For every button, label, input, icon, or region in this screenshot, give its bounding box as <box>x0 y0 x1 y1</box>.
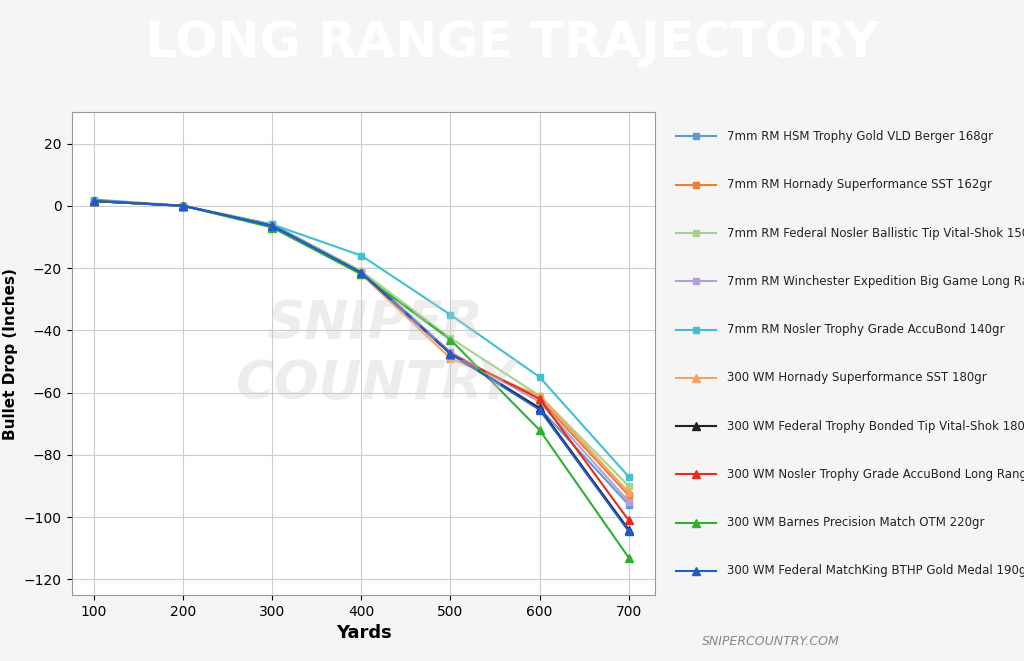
7mm RM Winchester Expedition Big Game Long Range 168gr <box>355 269 368 277</box>
300 WM Hornady Superformance SST 180gr <box>177 202 189 210</box>
300 WM Barnes Precision Match OTM 220gr <box>355 270 368 278</box>
7mm RM Winchester Expedition Big Game Long Range 168gr <box>266 222 279 230</box>
300 WM Hornady Superformance SST 180gr <box>88 197 100 205</box>
7mm RM Federal Nosler Ballistic Tip Vital-Shok 150gr <box>534 392 546 400</box>
300 WM Nosler Trophy Grade AccuBond Long Range 190gr <box>534 395 546 403</box>
7mm RM Nosler Trophy Grade AccuBond 140gr <box>355 252 368 260</box>
Line: 7mm RM Federal Nosler Ballistic Tip Vital-Shok 150gr: 7mm RM Federal Nosler Ballistic Tip Vita… <box>90 198 632 489</box>
7mm RM Federal Nosler Ballistic Tip Vital-Shok 150gr <box>623 482 635 490</box>
7mm RM Nosler Trophy Grade AccuBond 140gr <box>444 311 457 319</box>
300 WM Federal Trophy Bonded Tip Vital-Shok 180gr <box>177 202 189 210</box>
Line: 7mm RM Winchester Expedition Big Game Long Range 168gr: 7mm RM Winchester Expedition Big Game Lo… <box>90 198 632 505</box>
300 WM Federal MatchKing BTHP Gold Medal 190gr <box>177 202 189 210</box>
Text: 7mm RM Winchester Expedition Big Game Long Range 168gr: 7mm RM Winchester Expedition Big Game Lo… <box>726 275 1024 288</box>
7mm RM Federal Nosler Ballistic Tip Vital-Shok 150gr <box>266 222 279 230</box>
300 WM Federal MatchKing BTHP Gold Medal 190gr <box>355 269 368 277</box>
7mm RM Hornady Superformance SST 162gr <box>88 197 100 205</box>
7mm RM Nosler Trophy Grade AccuBond 140gr <box>534 373 546 381</box>
7mm RM Nosler Trophy Grade AccuBond 140gr <box>266 221 279 229</box>
Text: 7mm RM HSM Trophy Gold VLD Berger 168gr: 7mm RM HSM Trophy Gold VLD Berger 168gr <box>726 130 992 143</box>
300 WM Federal Trophy Bonded Tip Vital-Shok 180gr <box>534 404 546 412</box>
Text: SNIPERCOUNTRY.COM: SNIPERCOUNTRY.COM <box>701 635 840 648</box>
7mm RM HSM Trophy Gold VLD Berger 168gr <box>88 196 100 204</box>
7mm RM Nosler Trophy Grade AccuBond 140gr <box>88 197 100 205</box>
7mm RM Hornady Superformance SST 162gr <box>623 491 635 499</box>
300 WM Federal Trophy Bonded Tip Vital-Shok 180gr <box>444 350 457 358</box>
Line: 300 WM Hornady Superformance SST 180gr: 300 WM Hornady Superformance SST 180gr <box>90 197 633 496</box>
7mm RM HSM Trophy Gold VLD Berger 168gr <box>444 348 457 356</box>
Line: 7mm RM Nosler Trophy Grade AccuBond 140gr: 7mm RM Nosler Trophy Grade AccuBond 140g… <box>90 198 632 480</box>
300 WM Barnes Precision Match OTM 220gr <box>623 553 635 561</box>
300 WM Federal MatchKing BTHP Gold Medal 190gr <box>623 527 635 535</box>
7mm RM Hornady Superformance SST 162gr <box>534 395 546 403</box>
7mm RM Winchester Expedition Big Game Long Range 168gr <box>534 398 546 406</box>
7mm RM Hornady Superformance SST 162gr <box>355 269 368 277</box>
7mm RM Nosler Trophy Grade AccuBond 140gr <box>177 202 189 210</box>
7mm RM HSM Trophy Gold VLD Berger 168gr <box>534 404 546 412</box>
7mm RM Federal Nosler Ballistic Tip Vital-Shok 150gr <box>88 197 100 205</box>
300 WM Hornady Superformance SST 180gr <box>355 270 368 278</box>
7mm RM Winchester Expedition Big Game Long Range 168gr <box>623 498 635 506</box>
7mm RM HSM Trophy Gold VLD Berger 168gr <box>355 267 368 275</box>
Text: 300 WM Barnes Precision Match OTM 220gr: 300 WM Barnes Precision Match OTM 220gr <box>726 516 984 529</box>
7mm RM Hornady Superformance SST 162gr <box>444 350 457 358</box>
X-axis label: Yards: Yards <box>336 624 391 642</box>
300 WM Nosler Trophy Grade AccuBond Long Range 190gr <box>623 516 635 524</box>
300 WM Federal MatchKing BTHP Gold Medal 190gr <box>444 350 457 358</box>
300 WM Nosler Trophy Grade AccuBond Long Range 190gr <box>444 350 457 358</box>
300 WM Hornady Superformance SST 180gr <box>534 392 546 400</box>
Text: 300 WM Federal Trophy Bonded Tip Vital-Shok 180gr: 300 WM Federal Trophy Bonded Tip Vital-S… <box>726 420 1024 432</box>
7mm RM Winchester Expedition Big Game Long Range 168gr <box>88 197 100 205</box>
Text: 7mm RM Nosler Trophy Grade AccuBond 140gr: 7mm RM Nosler Trophy Grade AccuBond 140g… <box>726 323 1004 336</box>
Text: 7mm RM Hornady Superformance SST 162gr: 7mm RM Hornady Superformance SST 162gr <box>726 178 991 191</box>
7mm RM Winchester Expedition Big Game Long Range 168gr <box>177 202 189 210</box>
300 WM Nosler Trophy Grade AccuBond Long Range 190gr <box>88 197 100 205</box>
7mm RM HSM Trophy Gold VLD Berger 168gr <box>266 221 279 229</box>
Text: 300 WM Hornady Superformance SST 180gr: 300 WM Hornady Superformance SST 180gr <box>726 371 986 384</box>
300 WM Federal MatchKing BTHP Gold Medal 190gr <box>534 406 546 414</box>
7mm RM HSM Trophy Gold VLD Berger 168gr <box>177 202 189 210</box>
300 WM Barnes Precision Match OTM 220gr <box>88 197 100 205</box>
Line: 300 WM Barnes Precision Match OTM 220gr: 300 WM Barnes Precision Match OTM 220gr <box>90 197 633 562</box>
300 WM Federal Trophy Bonded Tip Vital-Shok 180gr <box>266 222 279 230</box>
7mm RM Federal Nosler Ballistic Tip Vital-Shok 150gr <box>177 202 189 210</box>
300 WM Hornady Superformance SST 180gr <box>444 354 457 362</box>
7mm RM HSM Trophy Gold VLD Berger 168gr <box>623 500 635 508</box>
Text: SNIPER
COUNTRY: SNIPER COUNTRY <box>234 297 515 410</box>
7mm RM Hornady Superformance SST 162gr <box>266 222 279 230</box>
300 WM Federal Trophy Bonded Tip Vital-Shok 180gr <box>355 269 368 277</box>
300 WM Federal Trophy Bonded Tip Vital-Shok 180gr <box>88 197 100 205</box>
300 WM Nosler Trophy Grade AccuBond Long Range 190gr <box>266 222 279 230</box>
Y-axis label: Bullet Drop (Inches): Bullet Drop (Inches) <box>3 268 18 440</box>
Line: 300 WM Federal Trophy Bonded Tip Vital-Shok 180gr: 300 WM Federal Trophy Bonded Tip Vital-S… <box>90 197 633 533</box>
7mm RM Hornady Superformance SST 162gr <box>177 202 189 210</box>
300 WM Federal Trophy Bonded Tip Vital-Shok 180gr <box>623 525 635 533</box>
Text: LONG RANGE TRAJECTORY: LONG RANGE TRAJECTORY <box>145 19 879 67</box>
Text: 300 WM Federal MatchKing BTHP Gold Medal 190gr: 300 WM Federal MatchKing BTHP Gold Medal… <box>726 564 1024 577</box>
300 WM Hornady Superformance SST 180gr <box>623 488 635 496</box>
7mm RM Winchester Expedition Big Game Long Range 168gr <box>444 348 457 356</box>
7mm RM Nosler Trophy Grade AccuBond 140gr <box>623 473 635 481</box>
Line: 7mm RM HSM Trophy Gold VLD Berger 168gr: 7mm RM HSM Trophy Gold VLD Berger 168gr <box>90 196 632 508</box>
300 WM Barnes Precision Match OTM 220gr <box>444 336 457 344</box>
Text: 300 WM Nosler Trophy Grade AccuBond Long Range 190gr: 300 WM Nosler Trophy Grade AccuBond Long… <box>726 468 1024 481</box>
300 WM Barnes Precision Match OTM 220gr <box>266 223 279 231</box>
7mm RM Federal Nosler Ballistic Tip Vital-Shok 150gr <box>355 267 368 275</box>
300 WM Federal MatchKing BTHP Gold Medal 190gr <box>266 222 279 230</box>
Line: 300 WM Federal MatchKing BTHP Gold Medal 190gr: 300 WM Federal MatchKing BTHP Gold Medal… <box>90 197 633 535</box>
300 WM Federal MatchKing BTHP Gold Medal 190gr <box>88 197 100 205</box>
300 WM Nosler Trophy Grade AccuBond Long Range 190gr <box>355 269 368 277</box>
Line: 300 WM Nosler Trophy Grade AccuBond Long Range 190gr: 300 WM Nosler Trophy Grade AccuBond Long… <box>90 197 633 524</box>
Text: 7mm RM Federal Nosler Ballistic Tip Vital-Shok 150gr: 7mm RM Federal Nosler Ballistic Tip Vita… <box>726 227 1024 239</box>
300 WM Hornady Superformance SST 180gr <box>266 222 279 230</box>
300 WM Nosler Trophy Grade AccuBond Long Range 190gr <box>177 202 189 210</box>
Line: 7mm RM Hornady Superformance SST 162gr: 7mm RM Hornady Superformance SST 162gr <box>90 198 632 499</box>
300 WM Barnes Precision Match OTM 220gr <box>534 426 546 434</box>
7mm RM Federal Nosler Ballistic Tip Vital-Shok 150gr <box>444 334 457 342</box>
300 WM Barnes Precision Match OTM 220gr <box>177 202 189 210</box>
